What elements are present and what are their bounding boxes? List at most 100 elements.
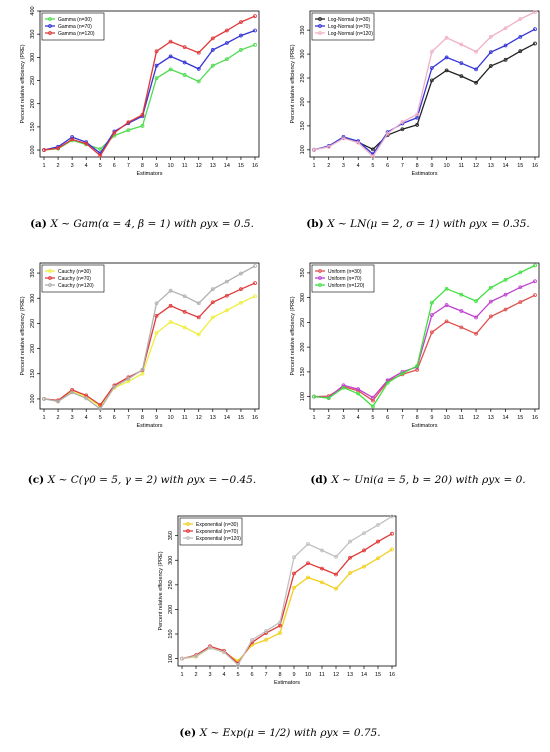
series-line-3 (43, 265, 256, 410)
legend-marker (48, 24, 52, 28)
series-line-1 (313, 294, 536, 402)
x-tick-label: 1 (312, 415, 315, 421)
data-point (533, 27, 537, 32)
legend-entry: Cauchy (n=30) (58, 269, 91, 275)
data-point (444, 68, 449, 73)
data-point (126, 379, 131, 384)
legend-entry: Cauchy (n=120) (58, 283, 94, 289)
x-axis-label: Estimators (412, 171, 438, 177)
x-tick-label: 5 (99, 163, 102, 169)
series-line-1 (313, 43, 536, 151)
data-point (326, 145, 331, 149)
data-point (210, 287, 215, 292)
x-tick-label: 15 (238, 415, 244, 421)
data-point (224, 293, 229, 298)
data-point (362, 531, 366, 536)
x-tick-label: 2 (327, 163, 330, 169)
caption-text: X ∼ Gam(α = 4, β = 1) with ρyx = 0.5. (49, 218, 253, 230)
data-point (42, 397, 46, 401)
data-point (196, 301, 201, 306)
legend-marker (186, 529, 190, 533)
data-point (182, 73, 187, 77)
data-point (518, 34, 523, 39)
legend-entry: Uniform (n=70) (328, 276, 362, 282)
x-tick-label: 2 (194, 672, 197, 678)
data-point (196, 50, 201, 55)
x-tick-label: 14 (224, 163, 230, 169)
data-point (533, 293, 537, 298)
caption-label: (a) (30, 218, 50, 230)
data-point (168, 288, 173, 293)
data-point (400, 120, 405, 124)
caption-text: X ∼ Exp(μ = 1/2) with ρyx = 0.75. (199, 727, 381, 739)
data-point (488, 50, 493, 55)
series-line-3 (181, 515, 393, 667)
x-tick-label: 11 (182, 163, 188, 169)
y-axis-label: Percent relative efficiency (PRE) (290, 44, 296, 123)
x-tick-label: 4 (222, 672, 225, 678)
data-point (140, 124, 145, 128)
x-tick-label: 5 (236, 672, 239, 678)
x-tick-label: 9 (155, 415, 158, 421)
x-tick-label: 11 (458, 415, 464, 421)
data-point (70, 135, 75, 139)
y-tick-label: 300 (30, 294, 36, 303)
legend-entry: Gamma (n=120) (58, 31, 95, 37)
x-tick-label: 11 (458, 163, 464, 169)
caption-label: (d) (310, 474, 331, 486)
y-axis-label: Percent relative efficiency (PRE) (20, 296, 26, 375)
data-point (84, 141, 89, 146)
data-point (503, 26, 508, 31)
data-point (140, 367, 145, 372)
data-point (126, 128, 131, 133)
data-point (210, 48, 215, 52)
data-point (459, 309, 464, 313)
data-point (474, 315, 478, 320)
data-point (312, 394, 316, 399)
legend-marker (318, 31, 322, 35)
x-tick-label: 12 (473, 415, 479, 421)
x-tick-label: 4 (357, 415, 360, 421)
data-point (459, 292, 464, 297)
legend-marker (48, 283, 52, 287)
data-point (210, 315, 215, 320)
data-point (429, 330, 434, 335)
series-line-3 (43, 15, 256, 157)
y-tick-label: 100 (168, 654, 174, 663)
x-tick-label: 2 (57, 163, 60, 169)
chart-panel-5: 1 2 3 4 5 6 7 8 9 10 11 12 13 14 15 1610015020025030035… (158, 514, 397, 739)
data-point (503, 57, 508, 62)
x-tick-label: 3 (342, 163, 345, 169)
data-point (326, 396, 331, 401)
x-tick-label: 7 (264, 672, 267, 678)
data-point (239, 271, 243, 276)
data-point (126, 376, 131, 381)
data-point (239, 33, 243, 38)
legend-marker (48, 17, 52, 21)
plot-frame (39, 262, 260, 410)
data-point (264, 629, 268, 633)
y-tick-label: 200 (300, 343, 306, 352)
y-tick-label: 250 (30, 319, 36, 328)
data-point (459, 325, 464, 330)
data-point (518, 300, 523, 304)
data-point (371, 147, 375, 152)
data-point (112, 384, 117, 389)
x-tick-label: 1 (180, 672, 183, 678)
data-point (182, 45, 187, 50)
data-point (253, 14, 257, 18)
y-tick-label: 100 (30, 394, 36, 403)
data-point (239, 48, 243, 52)
y-tick-label: 150 (168, 629, 174, 638)
x-tick-label: 4 (357, 163, 360, 169)
y-tick-label: 250 (168, 580, 174, 589)
y-tick-label: 200 (30, 344, 36, 353)
figure-caption: (b) X ∼ LN(μ = 2, σ = 1) with ρyx = 0.35… (306, 218, 529, 230)
figure-caption: (a) X ∼ Gam(α = 4, β = 1) with ρyx = 0.5… (30, 218, 254, 230)
x-tick-label: 15 (375, 672, 381, 678)
data-point (168, 54, 173, 59)
data-point (210, 63, 215, 68)
data-point (154, 49, 159, 54)
data-point (334, 586, 338, 591)
data-point (292, 585, 296, 590)
